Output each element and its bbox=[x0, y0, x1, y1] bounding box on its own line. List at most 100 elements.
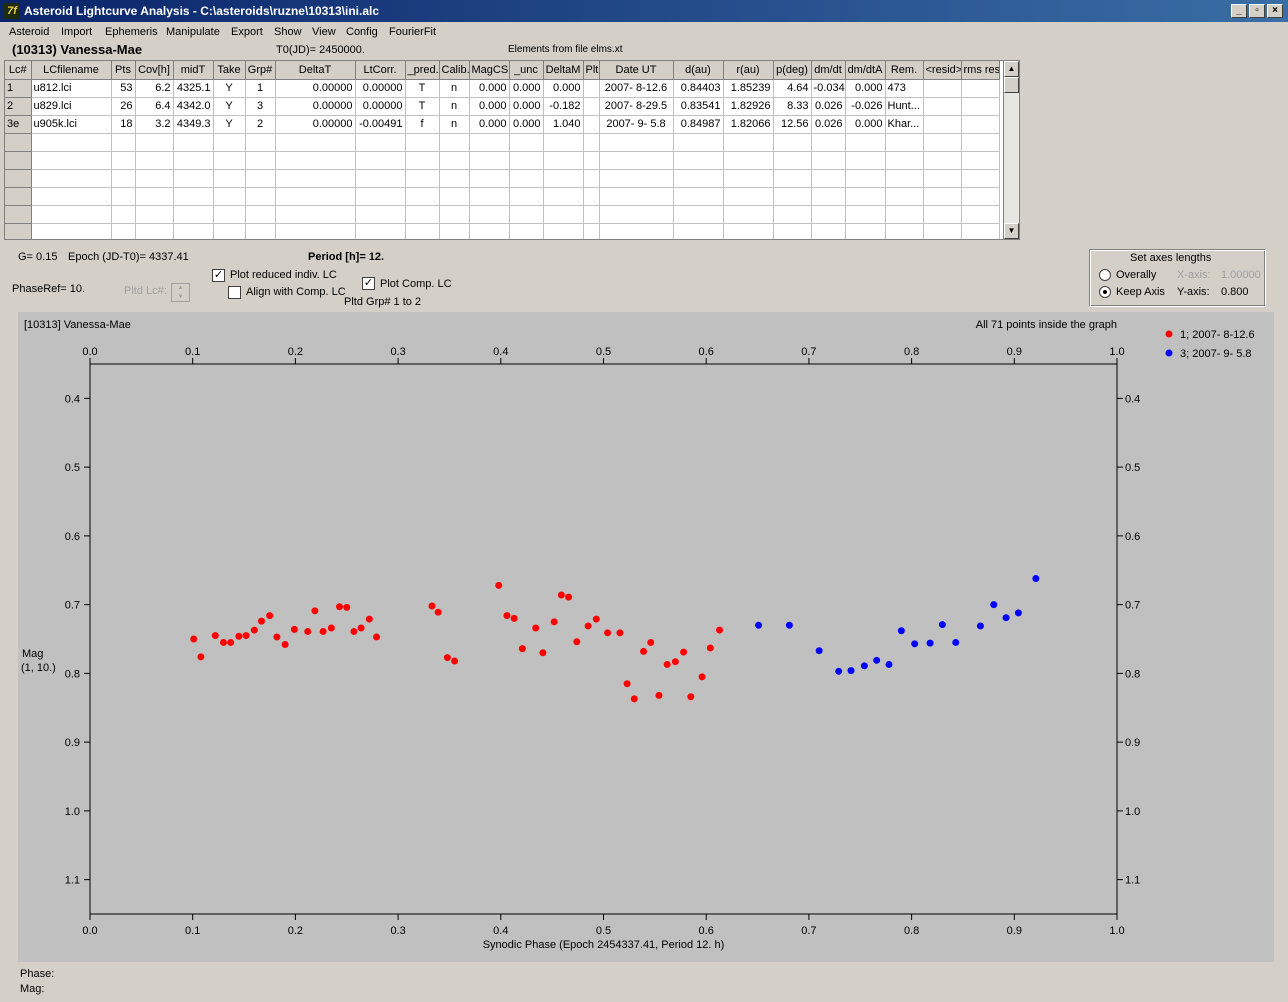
column-header[interactable]: Grp# bbox=[245, 61, 276, 80]
table-cell[interactable]: 0.000 bbox=[543, 79, 584, 98]
table-cell[interactable] bbox=[583, 169, 600, 188]
table-cell[interactable] bbox=[439, 151, 470, 170]
table-cell[interactable] bbox=[961, 205, 1000, 224]
scroll-thumb[interactable] bbox=[1004, 77, 1019, 93]
table-cell[interactable]: 26 bbox=[111, 97, 136, 116]
table-cell[interactable] bbox=[599, 169, 674, 188]
table-cell[interactable] bbox=[543, 187, 584, 206]
table-cell[interactable] bbox=[673, 187, 724, 206]
table-cell[interactable] bbox=[173, 169, 214, 188]
table-cell[interactable] bbox=[811, 223, 846, 239]
table-cell[interactable] bbox=[135, 133, 174, 152]
table-cell[interactable] bbox=[31, 205, 112, 224]
row-header[interactable] bbox=[5, 133, 32, 152]
table-cell[interactable] bbox=[961, 169, 1000, 188]
table-cell[interactable] bbox=[673, 205, 724, 224]
column-header[interactable]: Pts bbox=[111, 61, 136, 80]
table-cell[interactable] bbox=[599, 187, 674, 206]
empty-row[interactable] bbox=[5, 169, 1000, 188]
table-cell[interactable]: 53 bbox=[111, 79, 136, 98]
x-axis-value[interactable]: 1.00000 bbox=[1221, 269, 1261, 281]
table-cell[interactable] bbox=[111, 151, 136, 170]
table-cell[interactable] bbox=[275, 187, 356, 206]
table-cell[interactable] bbox=[355, 223, 406, 239]
table-cell[interactable] bbox=[355, 187, 406, 206]
table-cell[interactable] bbox=[245, 133, 276, 152]
table-cell[interactable]: 2007- 8-12.6 bbox=[599, 79, 674, 98]
table-cell[interactable] bbox=[543, 133, 584, 152]
table-cell[interactable] bbox=[773, 151, 812, 170]
column-header[interactable]: LCfilename bbox=[31, 61, 112, 80]
table-cell[interactable] bbox=[173, 205, 214, 224]
y-axis-value[interactable]: 0.800 bbox=[1221, 286, 1249, 298]
table-cell[interactable] bbox=[543, 205, 584, 224]
menu-import[interactable]: Import bbox=[61, 26, 93, 38]
empty-row[interactable] bbox=[5, 205, 1000, 224]
column-header[interactable]: midT bbox=[173, 61, 214, 80]
table-cell[interactable]: 1 bbox=[245, 79, 276, 98]
column-header[interactable]: dm/dtA bbox=[845, 61, 886, 80]
table-cell[interactable]: -0.034 bbox=[811, 79, 846, 98]
table-cell[interactable] bbox=[355, 133, 406, 152]
table-cell[interactable] bbox=[885, 223, 924, 239]
table-cell[interactable] bbox=[31, 169, 112, 188]
lightcurve-grid[interactable]: Lc# LCfilename Pts Cov[h] midT Take Grp# DeltaT… bbox=[4, 60, 1005, 240]
spinner-up-icon[interactable]: ▲ bbox=[177, 285, 184, 291]
table-cell[interactable] bbox=[213, 223, 246, 239]
table-cell[interactable]: -0.00491 bbox=[355, 115, 406, 134]
table-cell[interactable]: 0.026 bbox=[811, 115, 846, 134]
table-cell[interactable] bbox=[543, 169, 584, 188]
column-header[interactable]: Take bbox=[213, 61, 246, 80]
table-cell[interactable] bbox=[173, 151, 214, 170]
scroll-down-icon[interactable]: ▼ bbox=[1004, 223, 1019, 239]
table-cell[interactable] bbox=[599, 223, 674, 239]
table-cell[interactable] bbox=[355, 169, 406, 188]
table-cell[interactable] bbox=[213, 205, 246, 224]
column-header[interactable]: p(deg) bbox=[773, 61, 812, 80]
table-cell[interactable] bbox=[723, 151, 774, 170]
table-cell[interactable]: 0.000 bbox=[469, 79, 510, 98]
table-cell[interactable] bbox=[923, 205, 962, 224]
table-cell[interactable] bbox=[111, 223, 136, 239]
table-cell[interactable] bbox=[673, 151, 724, 170]
menu-manipulate[interactable]: Manipulate bbox=[166, 26, 220, 38]
table-cell[interactable]: 1.85239 bbox=[723, 79, 774, 98]
table-cell[interactable]: 1.82926 bbox=[723, 97, 774, 116]
table-cell[interactable] bbox=[111, 205, 136, 224]
table-cell[interactable] bbox=[885, 133, 924, 152]
table-cell[interactable] bbox=[923, 187, 962, 206]
table-cell[interactable]: 0.00000 bbox=[355, 97, 406, 116]
table-cell[interactable] bbox=[405, 205, 440, 224]
table-cell[interactable]: Y bbox=[213, 79, 246, 98]
table-cell[interactable]: T bbox=[405, 97, 440, 116]
column-header[interactable]: Rem. bbox=[885, 61, 924, 80]
close-button[interactable]: × bbox=[1267, 4, 1283, 18]
table-cell[interactable] bbox=[961, 133, 1000, 152]
column-header[interactable]: DeltaT bbox=[275, 61, 356, 80]
table-cell[interactable] bbox=[509, 187, 544, 206]
table-cell[interactable] bbox=[135, 151, 174, 170]
table-cell[interactable] bbox=[509, 133, 544, 152]
table-cell[interactable]: 18 bbox=[111, 115, 136, 134]
table-cell[interactable]: 12.56 bbox=[773, 115, 812, 134]
table-cell[interactable]: 0.000 bbox=[509, 79, 544, 98]
table-cell[interactable] bbox=[213, 151, 246, 170]
table-cell[interactable] bbox=[111, 187, 136, 206]
table-cell[interactable]: 6.4 bbox=[135, 97, 174, 116]
column-header[interactable]: Cov[h] bbox=[135, 61, 174, 80]
table-cell[interactable] bbox=[723, 187, 774, 206]
table-cell[interactable]: Khar... bbox=[885, 115, 924, 134]
column-header[interactable]: Plt bbox=[583, 61, 600, 80]
table-cell[interactable]: u829.lci bbox=[31, 97, 112, 116]
table-cell[interactable] bbox=[469, 151, 510, 170]
table-cell[interactable]: 4349.3 bbox=[173, 115, 214, 134]
table-cell[interactable]: -0.026 bbox=[845, 97, 886, 116]
table-cell[interactable] bbox=[275, 151, 356, 170]
pltd-lc-spinner[interactable]: ▲ ▼ bbox=[171, 283, 190, 302]
table-cell[interactable]: Hunt... bbox=[885, 97, 924, 116]
table-cell[interactable] bbox=[173, 187, 214, 206]
menu-config[interactable]: Config bbox=[346, 26, 378, 38]
table-cell[interactable] bbox=[213, 187, 246, 206]
spinner-down-icon[interactable]: ▼ bbox=[177, 294, 184, 300]
